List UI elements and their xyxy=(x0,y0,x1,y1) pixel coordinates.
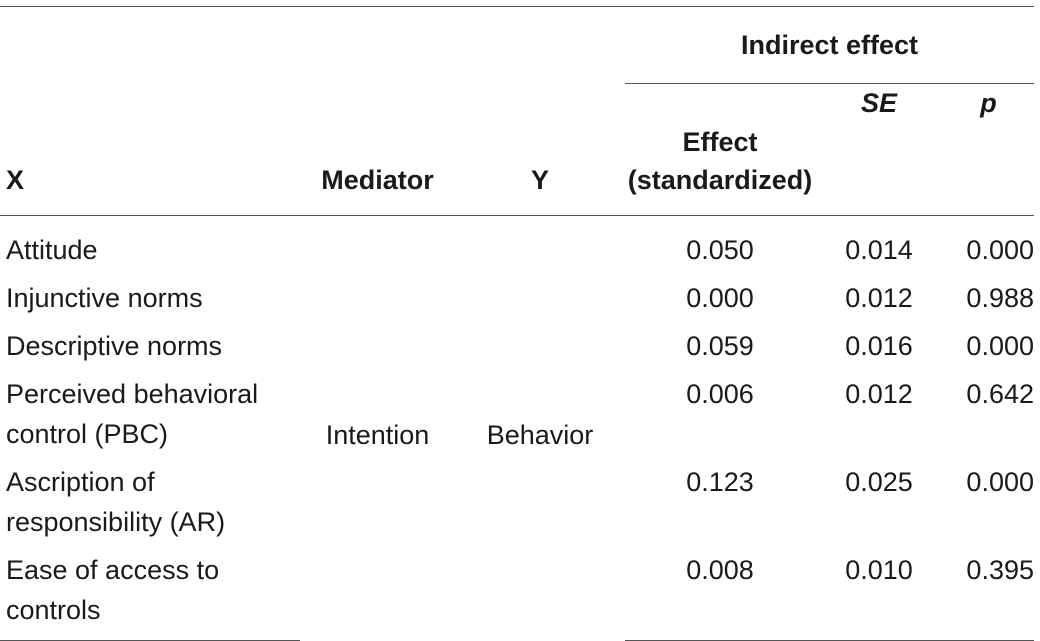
se-cell: 0.012 xyxy=(845,379,913,409)
row-x-label: Perceived behavioral control (PBC) xyxy=(6,379,259,449)
effect-cell: 0.059 xyxy=(686,331,754,361)
se-cell: 0.012 xyxy=(845,283,913,313)
column-header-se-label: SE xyxy=(860,88,898,118)
column-header-x: X xyxy=(0,83,300,216)
p-cell: 0.395 xyxy=(943,542,1034,641)
indirect-effects-table: Indirect effect X Mediator Y Effect (sta… xyxy=(0,6,1034,641)
effect-cell: 0.000 xyxy=(686,283,754,313)
column-header-y: Y xyxy=(455,83,625,216)
table-row: Attitude Intention Behavior 0.050 0.014 … xyxy=(0,216,1034,450)
se-cell: 0.010 xyxy=(815,542,943,641)
row-x-label: Ascription of responsibility (AR) xyxy=(6,467,226,537)
se-cell: 0.014 xyxy=(845,235,913,265)
table-row: Ascription of responsibility (AR) 0.123 … xyxy=(0,454,1034,542)
mediator-cell: Intention xyxy=(325,420,430,451)
table-row: Descriptive norms 0.059 0.016 0.000 xyxy=(0,318,1034,366)
row-x-label: Descriptive norms xyxy=(6,331,223,361)
column-header-se: SE xyxy=(815,83,943,216)
indirect-effect-group-header: Indirect effect xyxy=(625,6,1034,84)
se-cell: 0.025 xyxy=(845,467,913,497)
effect-cell: 0.006 xyxy=(686,379,754,409)
row-x-label: Ease of access to controls xyxy=(0,542,300,641)
row-x-label: Attitude xyxy=(6,235,98,265)
effect-cell: 0.008 xyxy=(625,542,815,641)
p-cell: 0.000 xyxy=(966,467,1034,497)
p-cell: 0.000 xyxy=(966,235,1034,265)
header-row: X Mediator Y Effect (standardized) SE p xyxy=(0,83,1034,216)
column-header-effect-line1: Effect xyxy=(682,127,758,157)
column-header-p: p xyxy=(943,83,1034,216)
column-header-effect-line2: (standardized) xyxy=(627,165,813,195)
se-cell: 0.016 xyxy=(845,331,913,361)
header-group-row: Indirect effect xyxy=(0,6,1034,84)
table-row: Ease of access to controls 0.008 0.010 0… xyxy=(0,542,1034,641)
column-header-p-label: p xyxy=(980,88,997,118)
effect-cell: 0.123 xyxy=(686,467,754,497)
outcome-cell: Behavior xyxy=(486,420,594,451)
table-row: Injunctive norms 0.000 0.012 0.988 xyxy=(0,270,1034,318)
effect-cell: 0.050 xyxy=(686,235,754,265)
p-cell: 0.988 xyxy=(966,283,1034,313)
p-cell: 0.642 xyxy=(966,379,1034,409)
p-cell: 0.000 xyxy=(966,331,1034,361)
table-row: Perceived behavioral control (PBC) 0.006… xyxy=(0,366,1034,454)
column-header-effect: Effect (standardized) xyxy=(625,83,815,216)
column-header-mediator: Mediator xyxy=(300,83,455,216)
row-x-label: Injunctive norms xyxy=(6,283,203,313)
